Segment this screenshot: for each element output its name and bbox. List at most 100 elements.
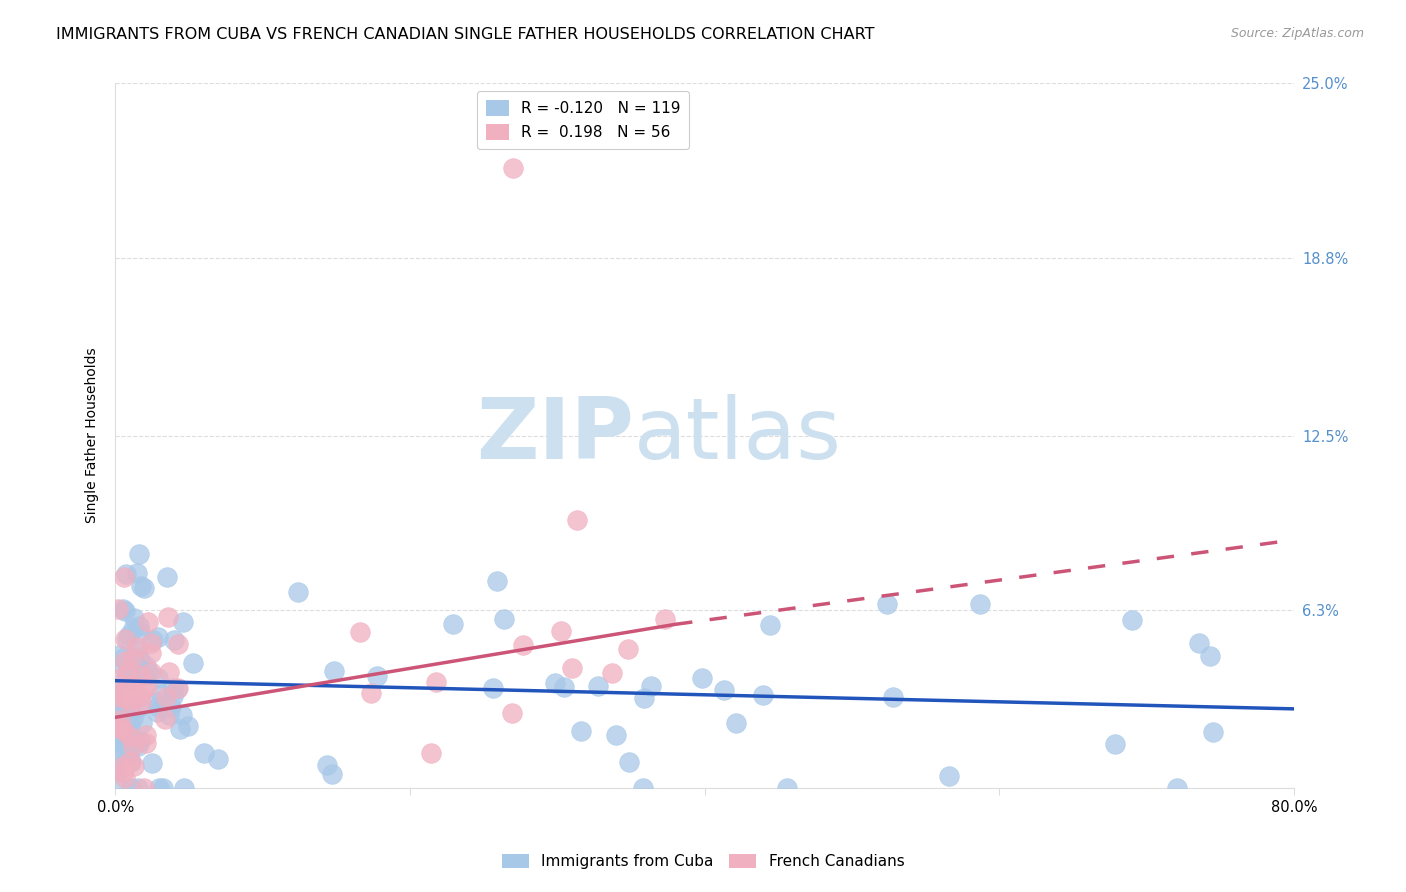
Point: [117, 665, 139, 680]
Point: [132, 780, 155, 795]
Point: [107, 720, 129, 734]
Point: [105, 672, 128, 686]
Point: [112, 661, 135, 675]
Point: [128, 619, 150, 633]
Point: [112, 724, 135, 739]
Point: [550, 624, 572, 639]
Point: [136, 615, 159, 629]
Point: [512, 638, 534, 652]
Point: [501, 706, 523, 720]
Point: [159, 699, 181, 714]
Point: [124, 659, 146, 673]
Point: [882, 690, 904, 704]
Point: [569, 724, 592, 739]
Point: [108, 780, 131, 794]
Point: [121, 650, 143, 665]
Point: [115, 632, 138, 647]
Point: [162, 681, 184, 696]
Point: [125, 733, 148, 747]
Point: [776, 780, 799, 795]
Point: [172, 615, 194, 629]
Point: [139, 646, 162, 660]
Point: [169, 722, 191, 736]
Point: [111, 741, 134, 756]
Point: [122, 759, 145, 773]
Text: atlas: atlas: [634, 394, 842, 477]
Point: [419, 746, 441, 760]
Point: [114, 632, 136, 647]
Point: [758, 618, 780, 632]
Point: [441, 617, 464, 632]
Point: [481, 681, 503, 695]
Point: [287, 584, 309, 599]
Point: [108, 713, 131, 727]
Point: [323, 664, 346, 678]
Point: [146, 630, 169, 644]
Point: [142, 632, 165, 647]
Point: [124, 665, 146, 680]
Point: [120, 730, 142, 744]
Point: [111, 602, 134, 616]
Point: [117, 672, 139, 686]
Point: [129, 625, 152, 640]
Text: IMMIGRANTS FROM CUBA VS FRENCH CANADIAN SINGLE FATHER HOUSEHOLDS CORRELATION CHA: IMMIGRANTS FROM CUBA VS FRENCH CANADIAN …: [56, 27, 875, 42]
Point: [120, 697, 142, 711]
Point: [153, 712, 176, 726]
Point: [108, 759, 131, 773]
Y-axis label: Single Father Households: Single Father Households: [86, 348, 100, 524]
Point: [107, 602, 129, 616]
Point: [619, 756, 641, 770]
Point: [118, 749, 141, 764]
Point: [316, 758, 339, 772]
Point: [125, 644, 148, 658]
Point: [111, 722, 134, 736]
Point: [181, 656, 204, 670]
Point: [129, 695, 152, 709]
Point: [139, 635, 162, 649]
Point: [366, 669, 388, 683]
Point: [157, 708, 180, 723]
Point: [129, 667, 152, 681]
Point: [121, 731, 143, 746]
Point: [176, 719, 198, 733]
Point: [117, 674, 139, 689]
Point: [157, 610, 180, 624]
Point: [122, 684, 145, 698]
Point: [148, 780, 170, 795]
Point: [131, 715, 153, 730]
Point: [132, 682, 155, 697]
Point: [193, 746, 215, 760]
Point: [561, 660, 583, 674]
Point: [107, 648, 129, 662]
Point: [111, 650, 134, 665]
Point: [120, 756, 142, 770]
Point: [108, 699, 131, 714]
Point: [145, 695, 167, 709]
Point: [152, 780, 174, 795]
Point: [586, 679, 609, 693]
Point: [135, 659, 157, 673]
Point: [107, 710, 129, 724]
Point: [114, 771, 136, 785]
Point: [136, 665, 159, 679]
Point: [1188, 636, 1211, 650]
Point: [134, 581, 156, 595]
Point: [120, 705, 142, 719]
Point: [640, 679, 662, 693]
Point: [162, 689, 184, 703]
Point: [553, 680, 575, 694]
Point: [1104, 737, 1126, 751]
Point: [321, 767, 343, 781]
Point: [122, 685, 145, 699]
Point: [112, 695, 135, 709]
Point: [122, 710, 145, 724]
Point: [112, 758, 135, 772]
Point: [111, 676, 134, 690]
Point: [1166, 780, 1188, 795]
Point: [349, 624, 371, 639]
Point: [156, 570, 179, 584]
Point: [502, 161, 524, 175]
Point: [127, 780, 149, 795]
Point: [148, 671, 170, 685]
Point: [129, 734, 152, 748]
